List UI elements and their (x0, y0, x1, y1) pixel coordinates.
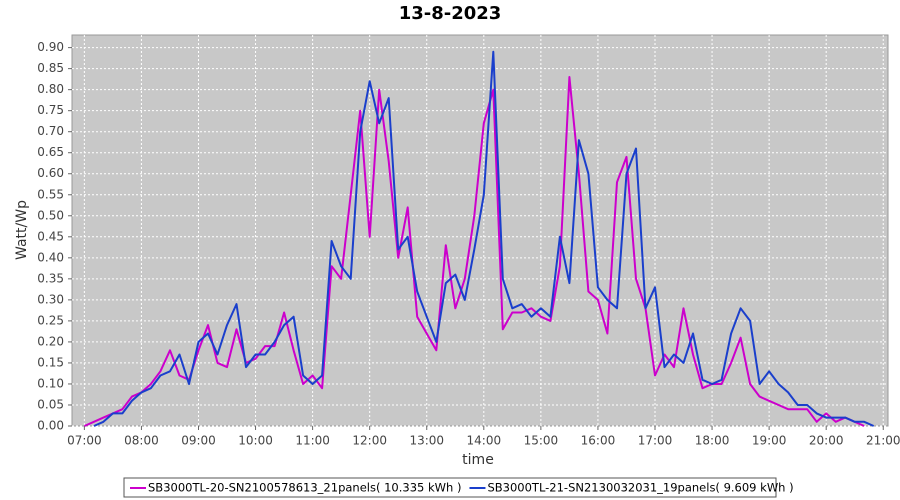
x-tick-label: 09:00 (181, 434, 216, 448)
y-tick-label: 0.20 (37, 334, 64, 348)
y-axis-label: Watt/Wp (14, 200, 30, 260)
y-tick-label: 0.65 (37, 145, 64, 159)
x-tick-label: 08:00 (124, 434, 159, 448)
y-tick-label: 0.30 (37, 292, 64, 306)
chart-title: 13-8-2023 (399, 3, 502, 24)
y-tick-label: 0.75 (37, 103, 64, 117)
x-tick-label: 10:00 (238, 434, 273, 448)
legend-label: SB3000TL-21-SN2130032031_19panels( 9.609… (487, 481, 793, 495)
x-tick-label: 13:00 (409, 434, 444, 448)
series-line (93, 50, 875, 427)
x-tick-label: 11:00 (295, 434, 330, 448)
y-tick-label: 0.35 (37, 271, 64, 285)
legend (123, 477, 777, 498)
series-line (83, 76, 865, 427)
y-tick-label: 0.90 (37, 40, 64, 54)
y-tick-label: 0.05 (37, 397, 64, 411)
x-tick-label: 21:00 (866, 434, 900, 448)
legend-label: SB3000TL-20-SN2100578613_21panels( 10.33… (148, 481, 461, 495)
x-tick-label: 07:00 (67, 434, 102, 448)
y-tick-label: 0.40 (37, 250, 64, 264)
y-tick-label: 0.45 (37, 229, 64, 243)
x-tick-label: 16:00 (581, 434, 616, 448)
y-tick-label: 0.50 (37, 208, 64, 222)
x-tick-label: 17:00 (638, 434, 673, 448)
x-tick-label: 20:00 (809, 434, 844, 448)
y-tick-label: 0.15 (37, 355, 64, 369)
x-axis-label: time (462, 452, 494, 468)
y-tick-label: 0.10 (37, 376, 64, 390)
x-tick-label: 14:00 (467, 434, 502, 448)
y-tick-label: 0.55 (37, 187, 64, 201)
x-tick-label: 15:00 (524, 434, 559, 448)
y-tick-label: 0.25 (37, 313, 64, 327)
x-tick-label: 19:00 (752, 434, 787, 448)
plot-area (71, 34, 889, 427)
y-tick-label: 0.00 (37, 419, 64, 433)
x-tick-label: 12:00 (352, 434, 387, 448)
y-tick-label: 0.70 (37, 124, 64, 138)
y-tick-label: 0.85 (37, 61, 64, 75)
x-tick-label: 18:00 (695, 434, 730, 448)
y-tick-label: 0.80 (37, 82, 64, 96)
y-tick-label: 0.60 (37, 166, 64, 180)
